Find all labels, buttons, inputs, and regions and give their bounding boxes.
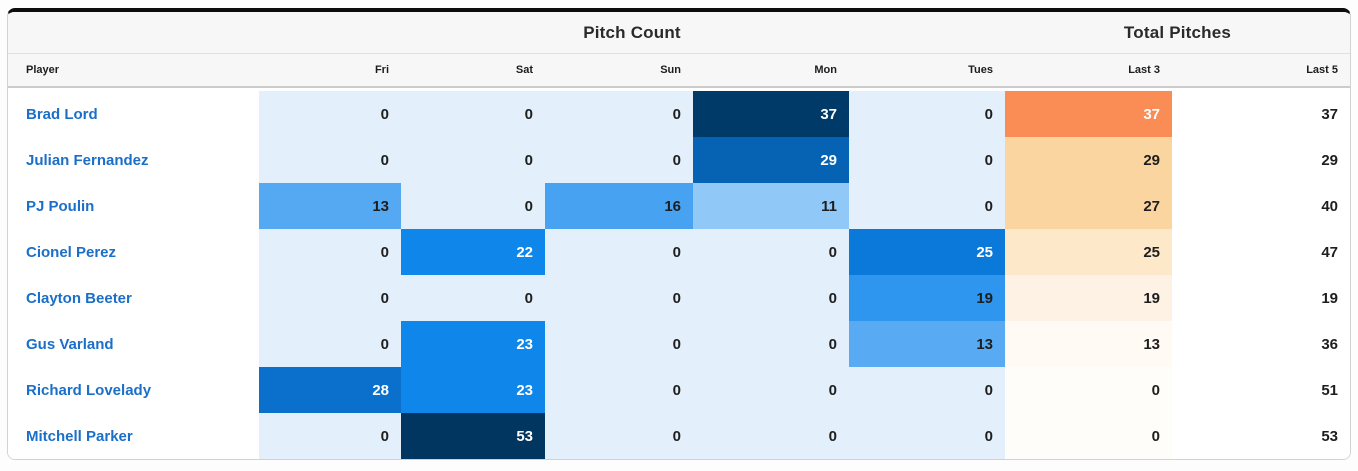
player-link[interactable]: Brad Lord (8, 91, 259, 137)
column-header-tues: Tues (968, 64, 993, 76)
column-header-sun: Sun (660, 64, 681, 76)
last3-total-cell: 13 (1005, 321, 1172, 367)
pitch-count-cell: 53 (401, 413, 545, 459)
pitch-count-cell: 0 (545, 137, 693, 183)
player-link[interactable]: PJ Poulin (8, 183, 259, 229)
pitch-count-cell: 0 (849, 91, 1005, 137)
pitch-count-title: Pitch Count (583, 22, 681, 42)
pitch-count-cell: 29 (693, 137, 849, 183)
player-link[interactable]: Mitchell Parker (8, 413, 259, 459)
table-row: Clayton Beeter 0 0 0 0 19 19 19 (8, 275, 1350, 321)
pitch-count-cell: 11 (693, 183, 849, 229)
pitch-count-cell: 0 (401, 91, 545, 137)
column-header-player: Player (26, 64, 60, 76)
pitch-count-cell: 0 (545, 91, 693, 137)
table-row: PJ Poulin 13 0 16 11 0 27 40 (8, 183, 1350, 229)
pitch-count-cell: 0 (259, 91, 401, 137)
table-row: Brad Lord 0 0 0 37 0 37 37 (8, 91, 1350, 137)
last3-total-cell: 29 (1005, 137, 1172, 183)
pitch-count-cell: 23 (401, 367, 545, 413)
table-row: Mitchell Parker 0 53 0 0 0 0 53 (8, 413, 1350, 459)
pitch-count-cell: 0 (259, 413, 401, 459)
last5-total-cell: 36 (1172, 321, 1350, 367)
pitch-count-cell: 23 (401, 321, 545, 367)
pitch-count-cell: 0 (259, 137, 401, 183)
pitch-count-cell: 13 (259, 183, 401, 229)
last5-total-cell: 19 (1172, 275, 1350, 321)
pitch-count-cell: 0 (693, 229, 849, 275)
pitch-count-cell: 0 (849, 183, 1005, 229)
pitch-count-cell: 0 (693, 367, 849, 413)
pitch-count-cell: 0 (693, 413, 849, 459)
pitch-count-cell: 0 (849, 137, 1005, 183)
last5-total-cell: 53 (1172, 413, 1350, 459)
last3-total-cell: 0 (1005, 413, 1172, 459)
last5-total-cell: 29 (1172, 137, 1350, 183)
table-body: Brad Lord 0 0 0 37 0 37 37 Julian Fernandez 0 0 0 29… (8, 88, 1350, 459)
last3-total-cell: 19 (1005, 275, 1172, 321)
pitch-count-cell: 0 (545, 229, 693, 275)
pitch-count-cell: 0 (259, 321, 401, 367)
pitch-count-cell: 0 (259, 275, 401, 321)
pitch-count-cell: 0 (693, 321, 849, 367)
last5-total-cell: 37 (1172, 91, 1350, 137)
pitch-count-cell: 22 (401, 229, 545, 275)
pitch-count-cell: 0 (259, 229, 401, 275)
pitch-count-cell: 0 (849, 413, 1005, 459)
player-link[interactable]: Julian Fernandez (8, 137, 259, 183)
last3-total-cell: 27 (1005, 183, 1172, 229)
pitch-count-cell: 0 (849, 367, 1005, 413)
pitch-count-cell: 37 (693, 91, 849, 137)
pitch-count-cell: 13 (849, 321, 1005, 367)
pitch-count-cell: 0 (545, 321, 693, 367)
last5-total-cell: 47 (1172, 229, 1350, 275)
column-header-row: Player Fri Sat Sun Mon Tues Last 3 Last … (8, 54, 1350, 88)
last5-total-cell: 51 (1172, 367, 1350, 413)
table-row: Cionel Perez 0 22 0 0 25 25 47 (8, 229, 1350, 275)
pitch-count-cell: 0 (401, 183, 545, 229)
last3-total-cell: 25 (1005, 229, 1172, 275)
pitch-count-cell: 0 (545, 367, 693, 413)
column-header-last5: Last 5 (1306, 64, 1338, 76)
player-link[interactable]: Richard Lovelady (8, 367, 259, 413)
group-header-band: Pitch Count Total Pitches (8, 12, 1350, 54)
pitch-count-cell: 19 (849, 275, 1005, 321)
pitch-count-cell: 0 (545, 275, 693, 321)
table-row: Richard Lovelady 28 23 0 0 0 0 51 (8, 367, 1350, 413)
player-link[interactable]: Clayton Beeter (8, 275, 259, 321)
pitch-count-card: Pitch Count Total Pitches Player Fri Sat… (7, 8, 1351, 460)
last3-total-cell: 37 (1005, 91, 1172, 137)
pitch-count-cell: 28 (259, 367, 401, 413)
player-link[interactable]: Cionel Perez (8, 229, 259, 275)
last3-total-cell: 0 (1005, 367, 1172, 413)
column-header-fri: Fri (374, 64, 389, 76)
pitch-count-cell: 25 (849, 229, 1005, 275)
column-header-mon: Mon (814, 64, 837, 76)
pitch-count-cell: 0 (401, 137, 545, 183)
player-link[interactable]: Gus Varland (8, 321, 259, 367)
pitch-count-cell: 0 (545, 413, 693, 459)
total-pitches-title: Total Pitches (1123, 22, 1232, 42)
pitch-count-cell: 16 (545, 183, 693, 229)
table-row: Gus Varland 0 23 0 0 13 13 36 (8, 321, 1350, 367)
last5-total-cell: 40 (1172, 183, 1350, 229)
column-header-last3: Last 3 (1128, 64, 1160, 76)
pitch-count-cell: 0 (401, 275, 545, 321)
column-header-sat: Sat (515, 64, 533, 76)
table-row: Julian Fernandez 0 0 0 29 0 29 29 (8, 137, 1350, 183)
pitch-count-cell: 0 (693, 275, 849, 321)
